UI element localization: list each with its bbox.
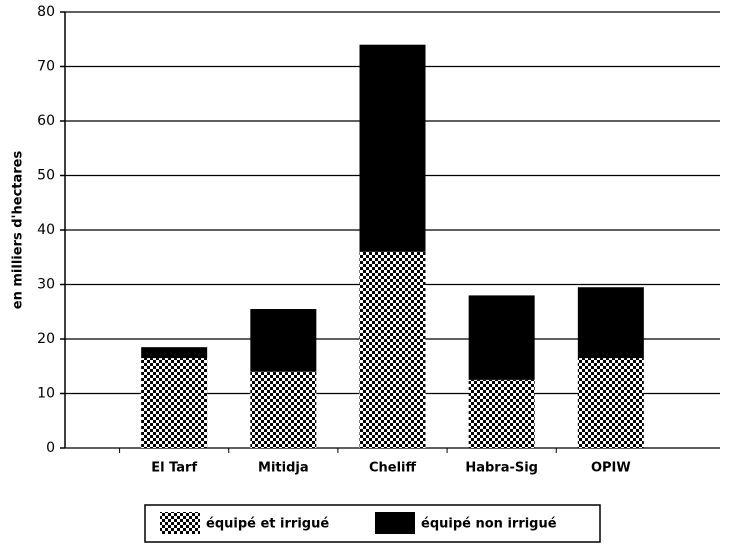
x-tick-label: Habra-Sig <box>465 461 538 476</box>
y-tick-label: 0 <box>46 440 55 456</box>
bar-segment <box>359 44 426 252</box>
y-tick-label: 30 <box>37 277 55 293</box>
bar-segment <box>468 379 535 448</box>
bar-segment <box>468 295 535 380</box>
legend-label: équipé et irrigué <box>206 517 329 532</box>
y-tick-label: 60 <box>37 113 55 129</box>
bar-segment <box>141 347 208 359</box>
bar-segment <box>250 371 317 448</box>
legend-box <box>144 504 601 543</box>
bar-segment <box>577 287 644 359</box>
legend-label: équipé non irrigué <box>421 517 557 532</box>
x-tick-label: Mitidja <box>258 461 309 476</box>
bar-segment <box>359 251 426 448</box>
y-tick-label: 70 <box>37 59 55 75</box>
bar-segment <box>250 309 317 372</box>
x-tick-label: El Tarf <box>151 461 197 476</box>
x-tick-label: Cheliff <box>369 461 417 476</box>
y-tick-label: 50 <box>37 168 55 184</box>
y-tick-label: 80 <box>37 4 55 20</box>
bar-segment <box>577 358 644 448</box>
y-tick-label: 20 <box>37 331 55 347</box>
bar-segment <box>141 358 208 448</box>
x-tick-label: OPIW <box>591 461 631 476</box>
y-axis-label: en milliers d'hectares <box>11 151 26 310</box>
legend-swatch <box>375 512 415 534</box>
y-tick-label: 10 <box>37 386 55 402</box>
y-tick-label: 40 <box>37 222 55 238</box>
legend-swatch <box>160 512 200 534</box>
